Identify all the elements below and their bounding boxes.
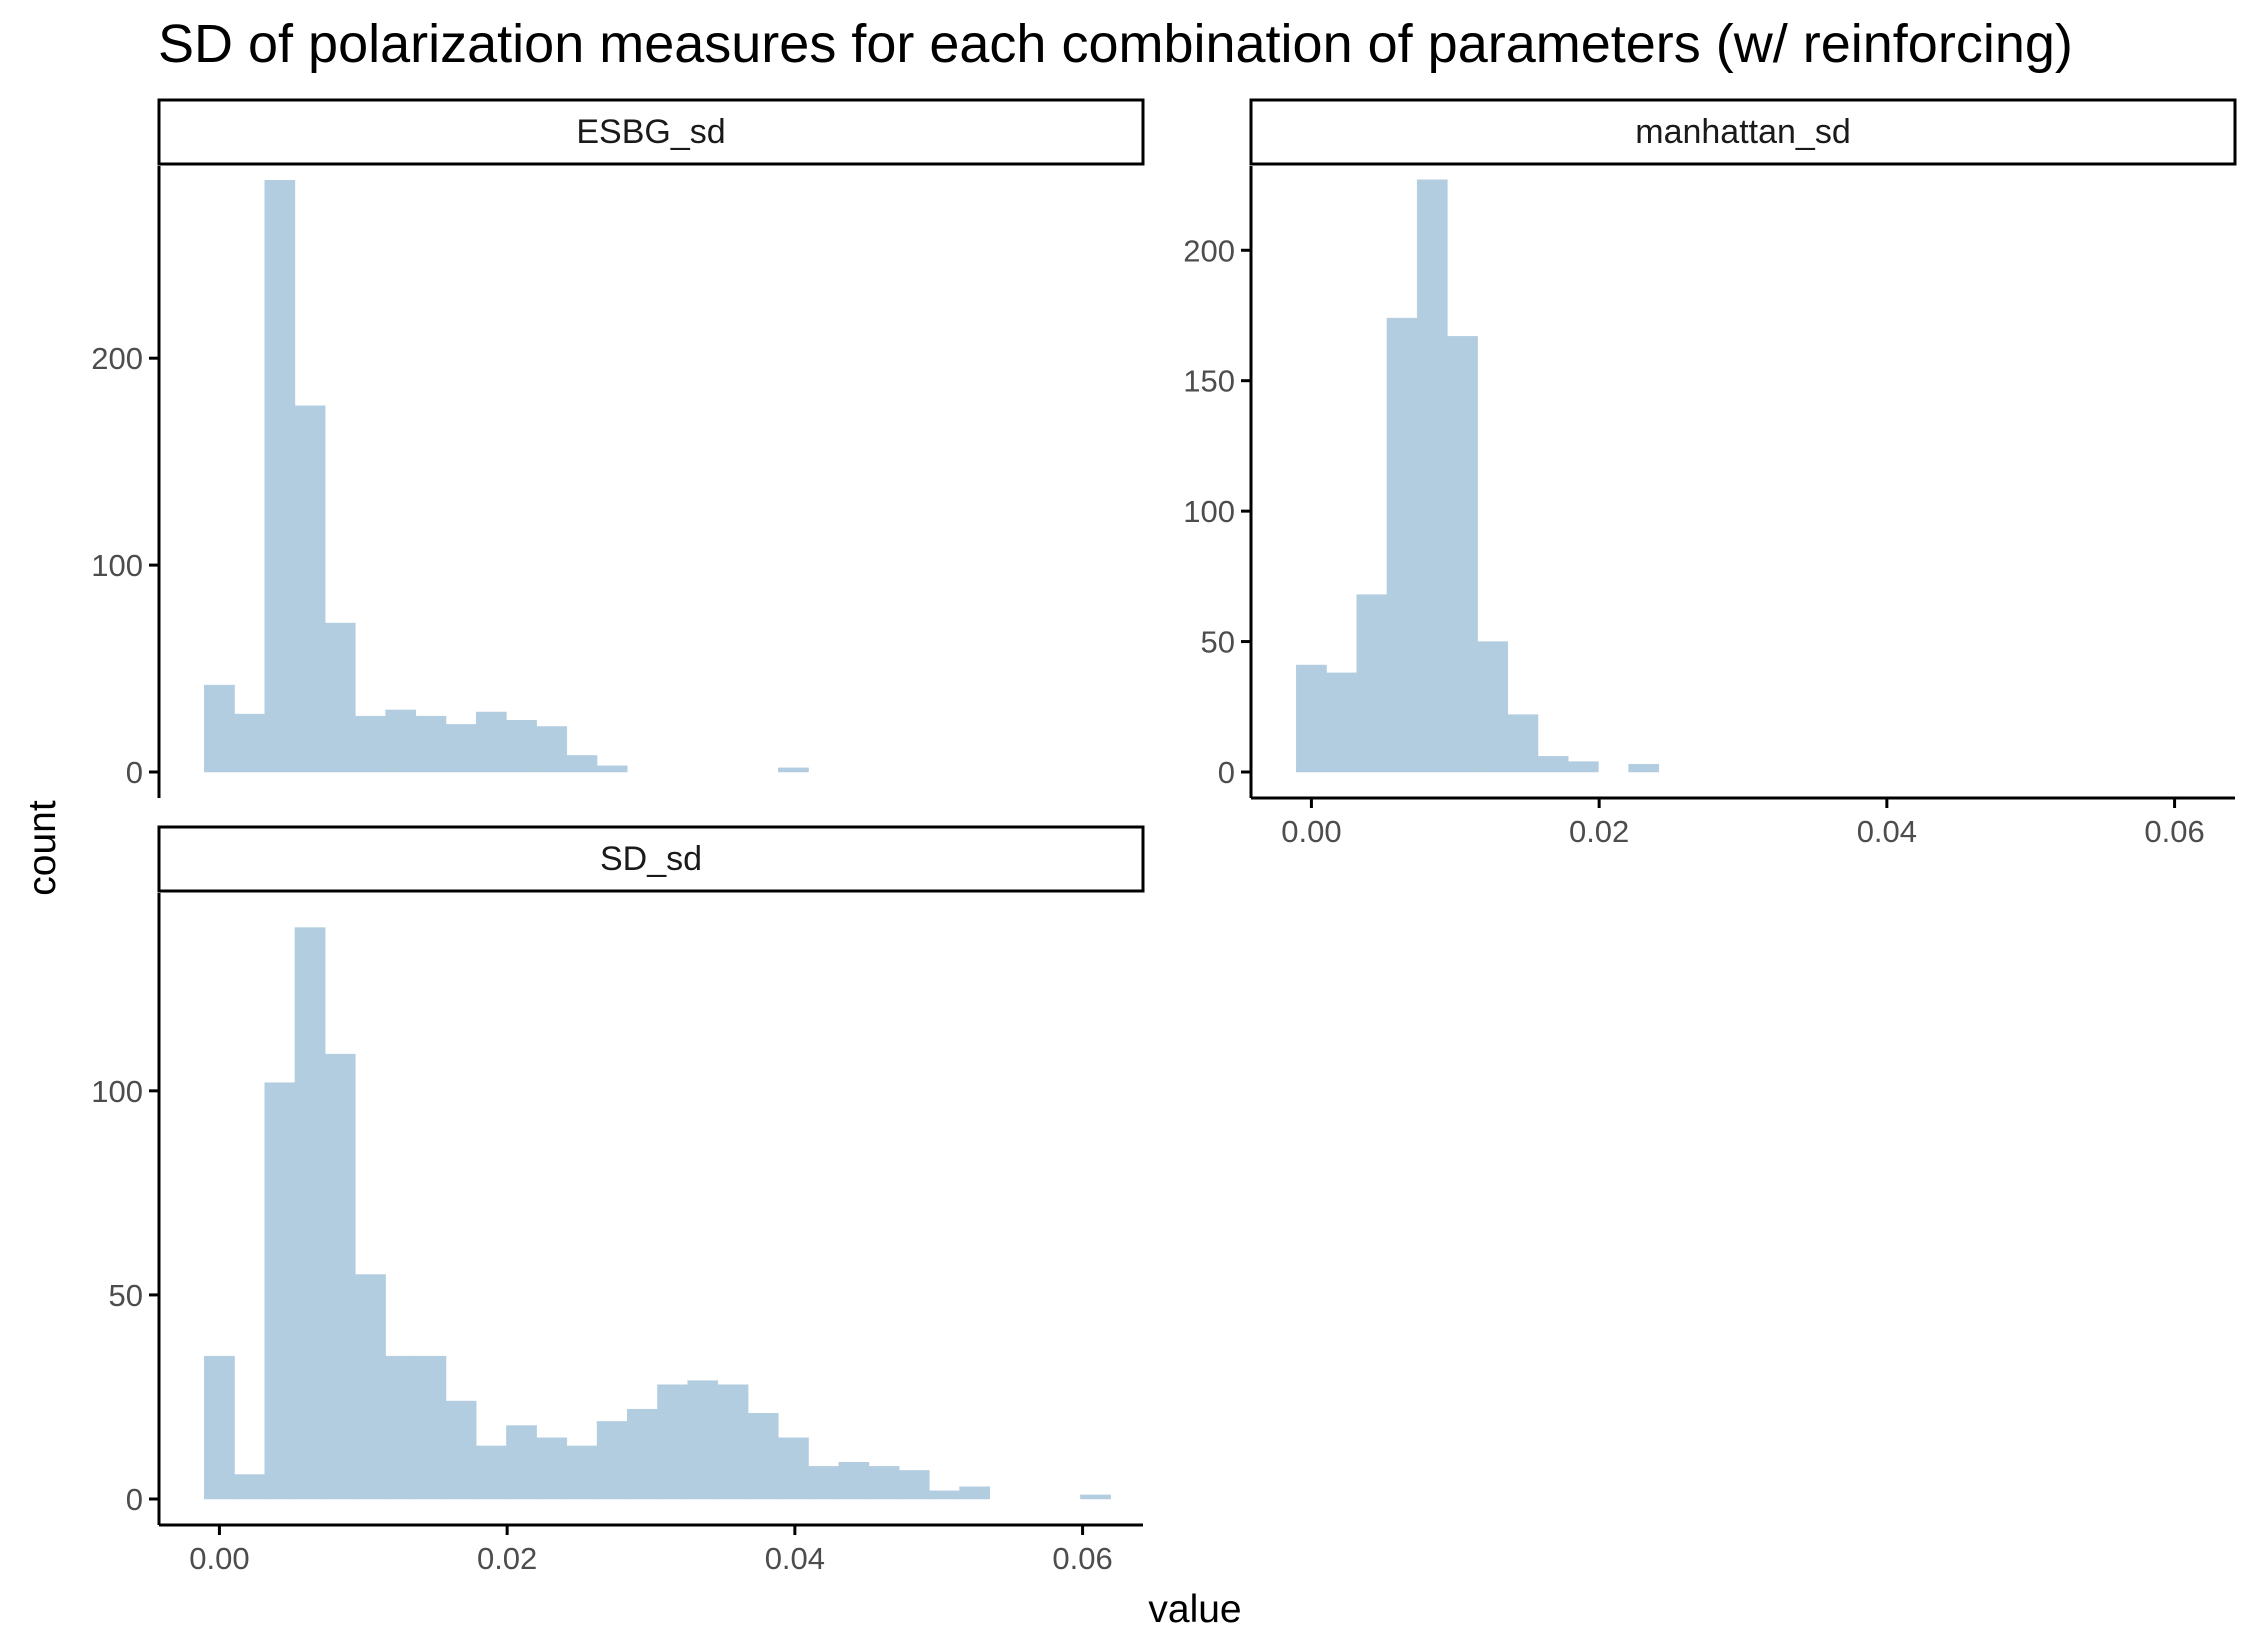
bars-manhattan-sd [1296,179,1660,773]
y-axis-esbg-sd: 0 100 200 [91,166,161,798]
bar-esbg-sd [234,713,265,773]
bar-sd-sd [264,1082,296,1500]
x-tick-label: 0.00 [1281,814,1341,849]
bar-sd-sd [415,1355,447,1500]
bar-sd-sd [657,1384,688,1500]
bar-sd-sd [445,1400,477,1500]
bar-sd-sd [385,1355,417,1500]
bar-manhattan-sd [1537,756,1569,773]
bar-sd-sd [868,1466,900,1500]
strip-label-sd-sd: SD_sd [600,840,702,878]
bar-sd-sd [566,1445,598,1500]
bar-manhattan-sd [1386,317,1418,773]
bar-esbg-sd [264,180,296,773]
bar-sd-sd [838,1462,870,1500]
bar-sd-sd [808,1466,839,1500]
bar-sd-sd [294,927,326,1500]
bar-sd-sd [959,1486,991,1500]
bar-sd-sd [596,1421,628,1500]
y-tick-label: 0 [126,1482,143,1517]
y-tick-label: 0 [126,755,143,790]
bar-manhattan-sd [1628,763,1660,773]
bar-esbg-sd [475,711,507,773]
bar-esbg-sd [506,720,537,773]
x-tick-label: 0.04 [1857,814,1917,849]
bar-manhattan-sd [1567,761,1599,773]
bar-sd-sd [475,1445,507,1500]
bar-manhattan-sd [1447,336,1478,773]
bars-esbg-sd [204,180,809,773]
bar-sd-sd [1080,1494,1111,1500]
y-tick-label: 150 [1183,364,1235,399]
bar-sd-sd [324,1053,356,1500]
bar-sd-sd [506,1425,537,1500]
x-tick-label: 0.02 [477,1541,537,1576]
y-tick-label: 100 [91,1074,143,1109]
strip-label-manhattan-sd: manhattan_sd [1635,113,1851,151]
bar-sd-sd [355,1274,386,1500]
bar-sd-sd [536,1437,568,1500]
bar-esbg-sd [596,765,628,773]
bar-sd-sd [234,1474,265,1500]
x-tick-label: 0.00 [189,1541,249,1576]
strip-esbg-sd [157,98,1145,166]
bar-sd-sd [898,1470,930,1500]
x-tick-label: 0.04 [765,1541,825,1576]
bar-manhattan-sd [1416,179,1448,773]
bar-sd-sd [627,1408,658,1500]
bars-sd-sd [204,927,1111,1500]
strip-sd-sd [157,825,1145,893]
bar-sd-sd [747,1413,779,1500]
bar-manhattan-sd [1296,664,1327,773]
y-tick-label: 100 [91,548,143,583]
y-tick-label: 50 [109,1278,143,1313]
x-tick-label: 0.02 [1569,814,1629,849]
y-tick-label: 100 [1183,494,1235,529]
bar-esbg-sd [355,715,386,773]
bar-esbg-sd [536,726,568,773]
y-tick-label: 200 [1183,233,1235,268]
y-axis-title: count [21,800,64,896]
panel-esbg-sd: ESBG_sd 0 100 200 [91,98,1145,798]
strip-label-esbg-sd: ESBG_sd [576,113,725,151]
bar-esbg-sd [445,724,477,773]
bar-manhattan-sd [1507,714,1539,773]
bar-sd-sd [717,1384,749,1500]
strip-manhattan-sd [1249,98,2237,166]
y-tick-label: 50 [1201,625,1235,660]
bar-sd-sd [778,1437,809,1500]
bar-sd-sd [204,1355,235,1500]
bar-esbg-sd [204,684,235,773]
bar-sd-sd [687,1380,719,1500]
bar-esbg-sd [415,715,447,773]
bar-manhattan-sd [1356,594,1388,773]
x-axis-sd-sd: 0.00 0.02 0.04 0.06 [159,1523,1143,1576]
chart-title: SD of polarization measures for each com… [158,14,2073,74]
bar-esbg-sd [324,622,356,773]
y-tick-label: 200 [91,341,143,376]
panel-sd-sd: SD_sd 0 50 100 0.00 0.02 0.04 0.06 [91,825,1145,1576]
x-tick-label: 0.06 [2144,814,2204,849]
y-axis-sd-sd: 0 50 100 [91,893,161,1525]
x-axis-title: value [1148,1588,1241,1631]
bar-esbg-sd [566,755,598,773]
bar-esbg-sd [385,709,417,773]
bar-manhattan-sd [1326,672,1357,773]
y-axis-manhattan-sd: 0 50 100 150 200 [1183,166,1253,798]
bar-sd-sd [929,1490,960,1500]
bar-esbg-sd [778,767,809,773]
y-tick-label: 0 [1218,755,1235,790]
x-axis-manhattan-sd: 0.00 0.02 0.04 0.06 [1251,796,2235,849]
bar-esbg-sd [294,405,326,773]
bar-manhattan-sd [1477,641,1509,773]
x-tick-label: 0.06 [1052,1541,1112,1576]
